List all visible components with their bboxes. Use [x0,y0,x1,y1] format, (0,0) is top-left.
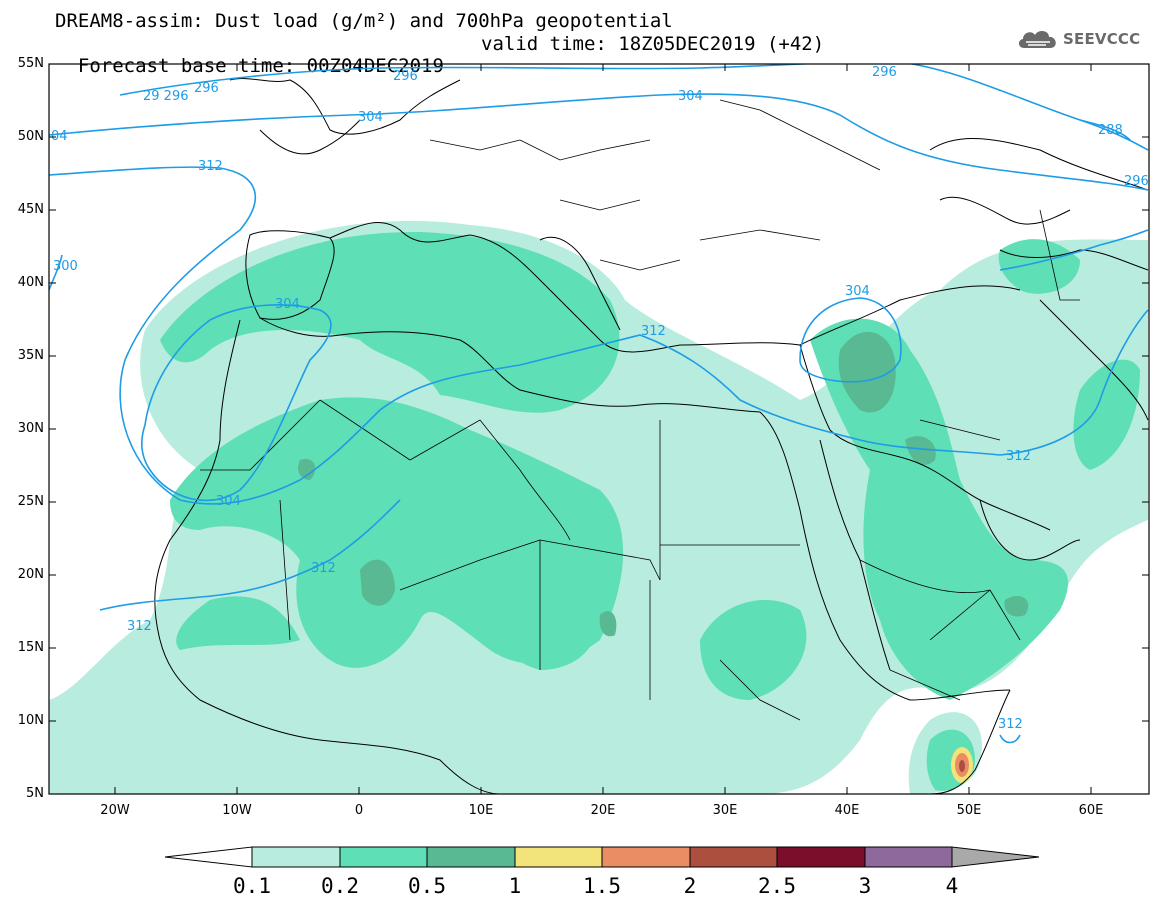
colorbar-label: 4 [945,874,959,898]
contour-312-se [999,734,1021,744]
lat-label: 20N [17,567,44,582]
colorbar [164,846,1040,868]
contour-label: 29 296 [143,89,189,104]
colorbar-segment [339,846,428,868]
lon-label: 50E [956,803,982,818]
contour-label: 304 [845,284,870,299]
colorbar-label: 0.1 [233,874,271,898]
lat-label: 15N [17,640,44,655]
lat-label: 40N [17,275,44,290]
colorbar-label: 2 [683,874,697,898]
colorbar-low-arrow [164,846,253,868]
contour-300 [49,254,63,291]
contour-label: 296 [872,65,897,80]
colorbar-segment [426,846,516,868]
contour-label: 04 [51,129,68,144]
contour-label: 312 [1006,449,1031,464]
cloud-icon [1018,31,1056,48]
contour-296 [119,64,1149,151]
colorbar-segment [689,846,778,868]
contour-label: 304 [216,494,241,509]
contour-312-south [99,499,401,611]
contour-label: 312 [311,561,336,576]
dust-hotspot [951,747,973,783]
contour-304-west [140,304,332,502]
lon-label: 0 [354,803,364,818]
colorbar-label: 2.5 [758,874,796,898]
lat-label: 25N [17,494,44,509]
contour-label: 304 [275,297,300,312]
colorbar-high-arrow [951,846,1040,868]
contour-labels: 29 296 296 296 296 296 04 304 304 304 30… [51,65,1149,732]
lat-label: 5N [26,786,44,801]
lon-label: 40E [834,803,860,818]
contour-label: 296 [194,81,219,96]
dust-load-field [49,220,1148,794]
contour-312-main [49,166,1149,505]
colorbar-label: 0.5 [408,874,446,898]
forecast-base-time: Forecast base time: 00Z04DEC2019 valid t… [55,33,824,99]
colorbar-segment [776,846,866,868]
lat-label: 45N [17,202,44,217]
contour-label: 304 [678,89,703,104]
colorbar-segment [514,846,603,868]
dust-load-high [298,331,1029,637]
contour-label: 296 [1124,174,1149,189]
contour-label: 312 [998,717,1023,732]
valid-time-text: valid time: 18Z05DEC2019 (+42) [481,33,825,55]
geopotential-contours [49,64,1149,744]
contour-label: 312 [198,159,223,174]
country-borders [200,99,1080,721]
lat-label: 50N [17,129,44,144]
contour-304-east [799,297,902,383]
lat-label: 10N [17,713,44,728]
seevccc-logo: SEEVCCC [1016,26,1140,52]
contour-label: 300 [53,259,78,274]
contour-label: 304 [358,110,383,125]
map-title: DREAM8-assim: Dust load (g/m²) and 700hP… [55,10,673,32]
contour-288 [1079,119,1131,141]
colorbar-label: 1 [508,874,522,898]
colorbar-segment [251,846,341,868]
coastlines [154,78,1149,794]
lon-label: 10W [222,803,252,818]
contour-304-ne [999,229,1149,271]
lon-label: 20E [590,803,616,818]
colorbar-segment [601,846,691,868]
base-time-text: Forecast base time: 00Z04DEC2019 [77,55,444,77]
contour-304-north [49,93,1149,191]
lat-label: 30N [17,421,44,436]
axis-ticks [49,63,1149,794]
lat-label: 55N [17,56,44,71]
lon-label: 60E [1078,803,1104,818]
lon-label: 10E [468,803,494,818]
logo-text: SEEVCCC [1063,30,1141,48]
lat-label: 35N [17,348,44,363]
contour-label: 312 [127,619,152,634]
contour-label: 288 [1098,123,1123,138]
colorbar-segment [864,846,953,868]
colorbar-label: 0.2 [321,874,359,898]
colorbar-label: 3 [858,874,872,898]
lon-label: 30E [712,803,738,818]
lon-label: 20W [100,803,130,818]
contour-label: 296 [393,69,418,84]
contour-label: 312 [641,324,666,339]
colorbar-label: 1.5 [583,874,621,898]
